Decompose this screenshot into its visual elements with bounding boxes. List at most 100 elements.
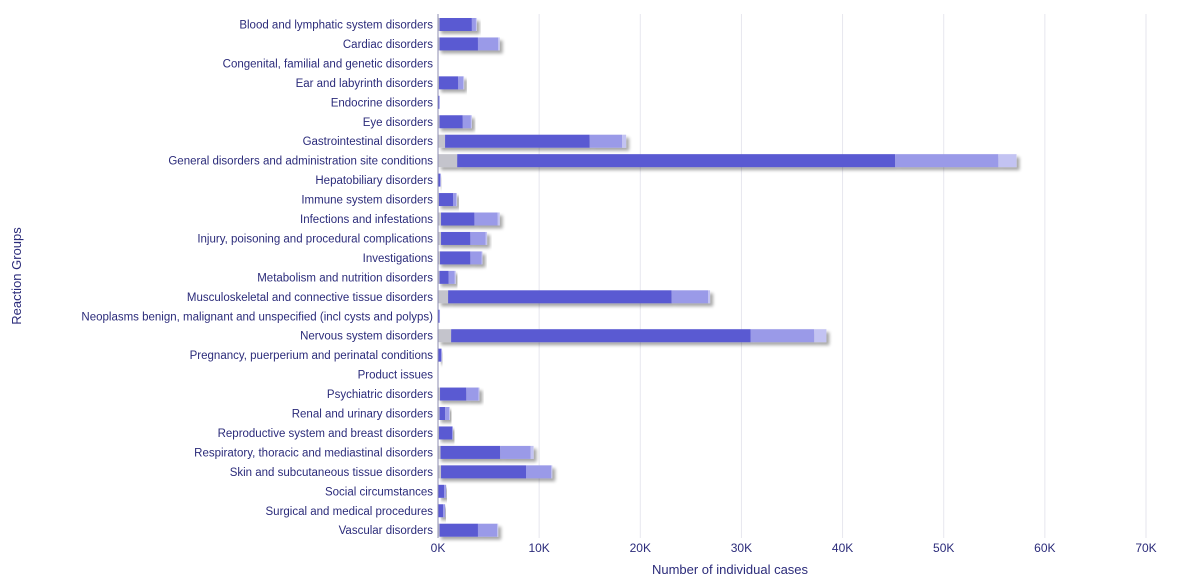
bar-segment[interactable]: [750, 329, 815, 343]
bar-group[interactable]: [438, 387, 480, 401]
bar-segment[interactable]: [481, 251, 483, 265]
bar-segment[interactable]: [438, 134, 446, 148]
bar-segment[interactable]: [440, 173, 441, 187]
bar-segment[interactable]: [485, 231, 488, 245]
bar-group[interactable]: [438, 523, 499, 537]
bar-segment[interactable]: [438, 523, 440, 537]
bar-segment[interactable]: [438, 484, 445, 498]
bar-segment[interactable]: [439, 426, 453, 440]
bar-segment[interactable]: [439, 18, 472, 31]
bar-segment[interactable]: [438, 231, 442, 245]
bar-segment[interactable]: [439, 76, 459, 90]
bar-segment[interactable]: [497, 212, 500, 226]
bar-segment[interactable]: [438, 76, 440, 90]
bar-segment[interactable]: [441, 465, 526, 479]
bar-group[interactable]: [438, 18, 477, 31]
bar-segment[interactable]: [589, 134, 623, 148]
bar-segment[interactable]: [530, 445, 534, 459]
bar-segment[interactable]: [462, 115, 471, 129]
bar-group[interactable]: [438, 193, 458, 207]
bar-segment[interactable]: [470, 231, 486, 245]
bar-segment[interactable]: [440, 445, 501, 459]
bar-segment[interactable]: [438, 329, 452, 343]
bar-segment[interactable]: [438, 18, 440, 31]
bar-segment[interactable]: [438, 173, 441, 187]
bar-segment[interactable]: [456, 193, 458, 207]
bar-group[interactable]: [438, 134, 627, 148]
bar-segment[interactable]: [438, 290, 449, 304]
bar-segment[interactable]: [445, 407, 450, 420]
bar-segment[interactable]: [438, 504, 444, 518]
bar-segment[interactable]: [466, 387, 479, 401]
bar-segment[interactable]: [440, 387, 467, 401]
bar-segment[interactable]: [441, 212, 475, 226]
bar-group[interactable]: [438, 504, 446, 518]
bar-segment[interactable]: [438, 193, 440, 207]
bar-segment[interactable]: [438, 309, 440, 323]
bar-segment[interactable]: [477, 37, 499, 51]
bar-segment[interactable]: [814, 329, 827, 343]
bar-segment[interactable]: [439, 270, 449, 284]
bar-group[interactable]: [438, 37, 500, 51]
bar-segment[interactable]: [449, 407, 450, 420]
bar-segment[interactable]: [439, 309, 441, 323]
bar-group[interactable]: [438, 115, 472, 129]
bar-segment[interactable]: [458, 76, 464, 90]
bar-segment[interactable]: [438, 37, 440, 51]
bar-group[interactable]: [438, 348, 442, 362]
bar-segment[interactable]: [448, 290, 672, 304]
bar-segment[interactable]: [475, 18, 477, 31]
bar-segment[interactable]: [441, 231, 471, 245]
bar-segment[interactable]: [438, 115, 440, 129]
bar-segment[interactable]: [440, 251, 471, 265]
bar-group[interactable]: [438, 231, 488, 245]
bar-group[interactable]: [438, 212, 500, 226]
bar-group[interactable]: [438, 154, 1017, 168]
bar-segment[interactable]: [471, 18, 476, 31]
bar-group[interactable]: [438, 426, 453, 440]
bar-segment[interactable]: [671, 290, 709, 304]
bar-segment[interactable]: [474, 212, 498, 226]
bar-group[interactable]: [438, 329, 827, 343]
bar-segment[interactable]: [438, 445, 441, 459]
bar-segment[interactable]: [453, 193, 457, 207]
bar-group[interactable]: [438, 76, 465, 90]
bar-segment[interactable]: [708, 290, 711, 304]
bar-segment[interactable]: [438, 387, 441, 401]
bar-segment[interactable]: [500, 445, 531, 459]
bar-segment[interactable]: [478, 387, 480, 401]
bar-segment[interactable]: [998, 154, 1017, 168]
bar-segment[interactable]: [438, 348, 442, 362]
bar-group[interactable]: [438, 484, 447, 498]
bar-group[interactable]: [438, 445, 534, 459]
bar-group[interactable]: [438, 465, 553, 479]
bar-segment[interactable]: [438, 407, 440, 420]
bar-segment[interactable]: [438, 212, 442, 226]
bar-segment[interactable]: [438, 154, 458, 168]
bar-segment[interactable]: [439, 523, 478, 537]
bar-segment[interactable]: [551, 465, 553, 479]
bar-segment[interactable]: [454, 270, 456, 284]
bar-segment[interactable]: [451, 329, 751, 343]
bar-segment[interactable]: [438, 95, 440, 109]
bar-segment[interactable]: [443, 504, 446, 518]
bar-segment[interactable]: [470, 115, 472, 129]
bar-group[interactable]: [438, 251, 483, 265]
bar-segment[interactable]: [525, 465, 552, 479]
bar-segment[interactable]: [438, 426, 440, 440]
bar-group[interactable]: [438, 270, 456, 284]
bar-segment[interactable]: [457, 154, 896, 168]
bar-segment[interactable]: [438, 270, 440, 284]
bar-segment[interactable]: [438, 95, 440, 109]
bar-segment[interactable]: [463, 76, 465, 90]
bar-segment[interactable]: [445, 134, 590, 148]
bar-segment[interactable]: [438, 465, 442, 479]
bar-segment[interactable]: [439, 193, 454, 207]
bar-segment[interactable]: [470, 251, 482, 265]
bar-segment[interactable]: [439, 407, 446, 420]
bar-segment[interactable]: [439, 37, 478, 51]
bar-segment[interactable]: [622, 134, 627, 148]
bar-segment[interactable]: [477, 523, 498, 537]
bar-segment[interactable]: [444, 484, 447, 498]
bar-group[interactable]: [438, 407, 450, 420]
